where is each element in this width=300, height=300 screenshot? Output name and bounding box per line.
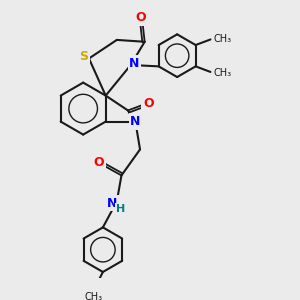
- Text: N: N: [130, 115, 141, 128]
- Text: CH₃: CH₃: [213, 34, 231, 44]
- Text: O: O: [136, 11, 146, 24]
- Text: O: O: [143, 97, 154, 110]
- Text: O: O: [94, 156, 104, 169]
- Text: CH₃: CH₃: [213, 68, 231, 78]
- Text: N: N: [107, 197, 117, 210]
- Text: CH₃: CH₃: [85, 292, 103, 300]
- Text: H: H: [116, 204, 125, 214]
- Text: N: N: [129, 57, 140, 70]
- Text: S: S: [79, 50, 88, 63]
